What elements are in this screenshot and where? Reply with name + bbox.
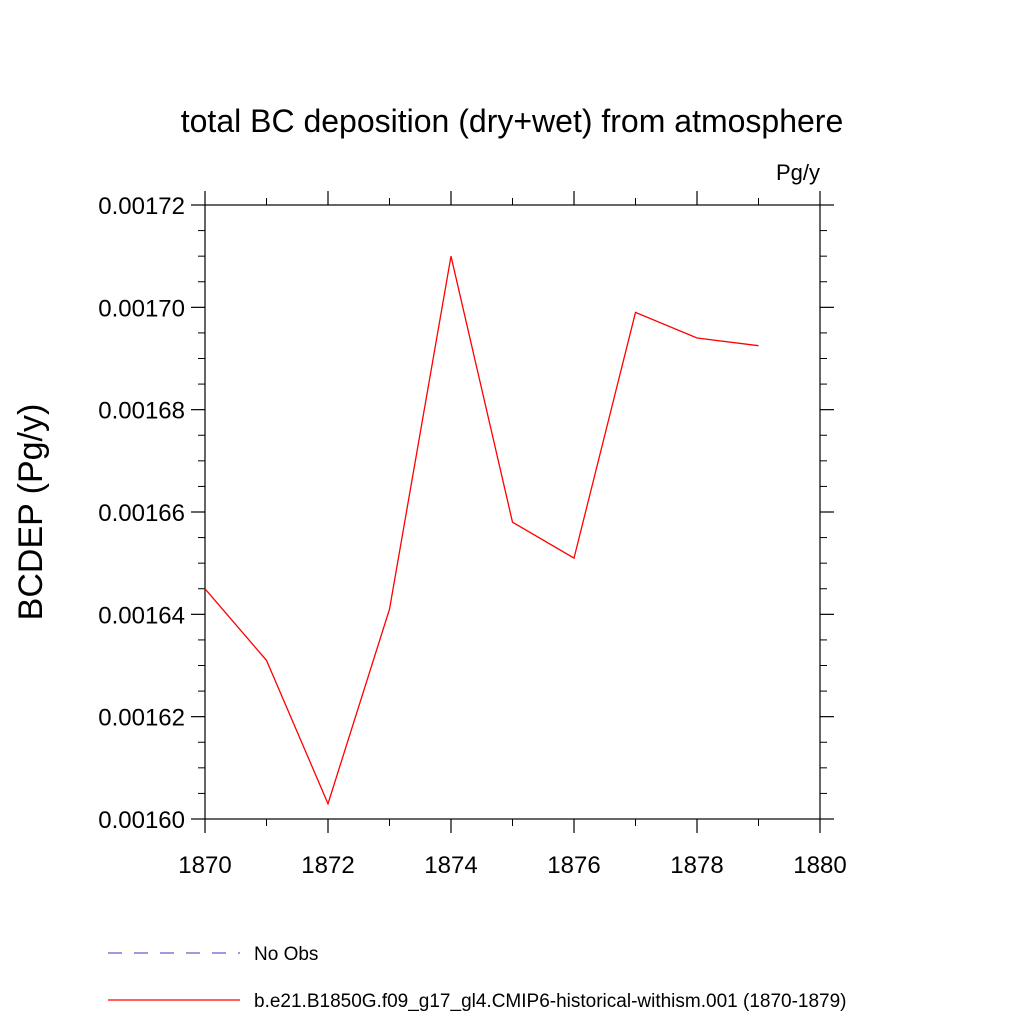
y-axis-label: BCDEP (Pg/y) <box>12 404 50 621</box>
legend-label-model: b.e21.B1850G.f09_g17_gl4.CMIP6-historica… <box>254 991 847 1012</box>
y-tick-label: 0.00164 <box>98 602 185 629</box>
x-tick-label: 1870 <box>178 852 231 879</box>
y-tick-label: 0.00172 <box>98 193 185 220</box>
chart-title: total BC deposition (dry+wet) from atmos… <box>181 103 844 139</box>
series-layer <box>204 256 759 806</box>
legend-label-no-obs: No Obs <box>254 944 318 965</box>
x-tick-label: 1880 <box>793 852 846 879</box>
x-tick-label: 1876 <box>547 852 600 879</box>
legend: No Obs b.e21.B1850G.f09_g17_gl4.CMIP6-hi… <box>108 944 847 1012</box>
x-tick-label: 1878 <box>670 852 723 879</box>
y-tick-label: 0.00168 <box>98 398 185 425</box>
plot-frame <box>204 204 821 820</box>
y-tick-label: 0.00170 <box>98 295 185 322</box>
y-axis-ticks: 0.00160 0.00162 0.00164 0.00166 0.00168 0.001… <box>98 193 834 834</box>
y-tick-label: 0.00160 <box>98 807 185 834</box>
series-line-0 <box>204 256 759 806</box>
units-label: Pg/y <box>776 160 820 185</box>
x-tick-label: 1874 <box>424 852 477 879</box>
minor-ticks <box>198 198 827 826</box>
x-tick-label: 1872 <box>301 852 354 879</box>
x-axis-ticks: 1870 1872 1874 1876 1878 1880 <box>178 191 847 879</box>
y-tick-label: 0.00166 <box>98 500 185 527</box>
y-tick-label: 0.00162 <box>98 705 185 732</box>
